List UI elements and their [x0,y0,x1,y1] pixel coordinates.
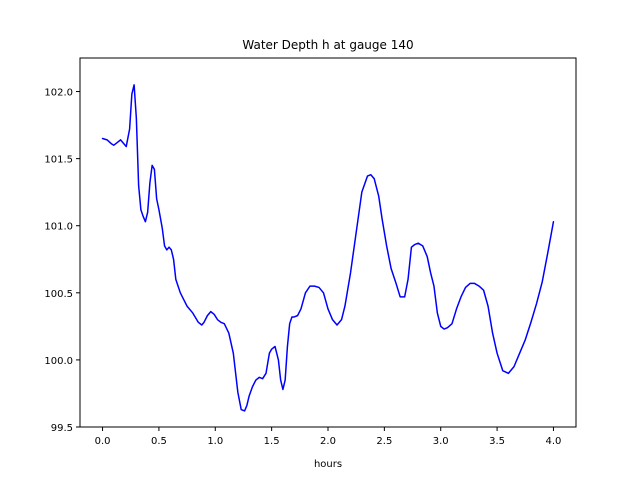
x-tick-label: 1.5 [264,436,280,447]
x-tick-label: 2.0 [320,436,336,447]
x-axis: 0.0 0.5 1.0 1.5 2.0 2.5 3.0 3.5 4.0 [95,427,562,447]
y-tick-label: 100.5 [44,289,73,300]
y-tick-label: 101.0 [44,222,73,233]
x-tick-label: 3.0 [433,436,449,447]
x-axis-label: hours [314,459,342,470]
chart-title: Water Depth h at gauge 140 [242,38,413,52]
plot-area [101,84,555,412]
y-tick-label: 100.0 [44,356,73,367]
y-tick-label: 101.5 [44,155,73,166]
y-tick-label: 99.5 [51,423,73,434]
x-tick-label: 1.0 [207,436,223,447]
water-depth-series-line [101,84,555,412]
x-tick-label: 0.0 [95,436,111,447]
y-axis: 99.5 100.0 100.5 101.0 101.5 102.0 [44,88,80,434]
x-tick-label: 0.5 [151,436,167,447]
y-tick-label: 102.0 [44,88,73,99]
x-tick-label: 3.5 [489,436,505,447]
x-tick-label: 4.0 [546,436,562,447]
x-tick-label: 2.5 [376,436,392,447]
